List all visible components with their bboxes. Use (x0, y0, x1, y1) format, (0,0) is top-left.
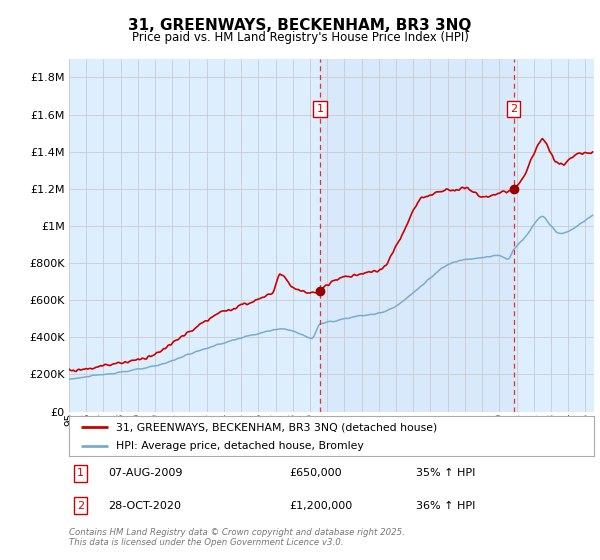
Text: £1,200,000: £1,200,000 (290, 501, 353, 511)
Text: 1: 1 (77, 468, 84, 478)
Text: Price paid vs. HM Land Registry's House Price Index (HPI): Price paid vs. HM Land Registry's House … (131, 31, 469, 44)
Text: 31, GREENWAYS, BECKENHAM, BR3 3NQ: 31, GREENWAYS, BECKENHAM, BR3 3NQ (128, 18, 472, 33)
Text: £650,000: £650,000 (290, 468, 342, 478)
Text: 28-OCT-2020: 28-OCT-2020 (109, 501, 181, 511)
Text: 2: 2 (77, 501, 84, 511)
Text: Contains HM Land Registry data © Crown copyright and database right 2025.
This d: Contains HM Land Registry data © Crown c… (69, 528, 405, 547)
Text: 2: 2 (510, 104, 517, 114)
Text: 1: 1 (316, 104, 323, 114)
Text: 31, GREENWAYS, BECKENHAM, BR3 3NQ (detached house): 31, GREENWAYS, BECKENHAM, BR3 3NQ (detac… (116, 422, 437, 432)
Text: HPI: Average price, detached house, Bromley: HPI: Average price, detached house, Brom… (116, 441, 364, 451)
Bar (320, 59, 514, 412)
Text: 36% ↑ HPI: 36% ↑ HPI (415, 501, 475, 511)
Text: 07-AUG-2009: 07-AUG-2009 (109, 468, 183, 478)
Text: 35% ↑ HPI: 35% ↑ HPI (415, 468, 475, 478)
